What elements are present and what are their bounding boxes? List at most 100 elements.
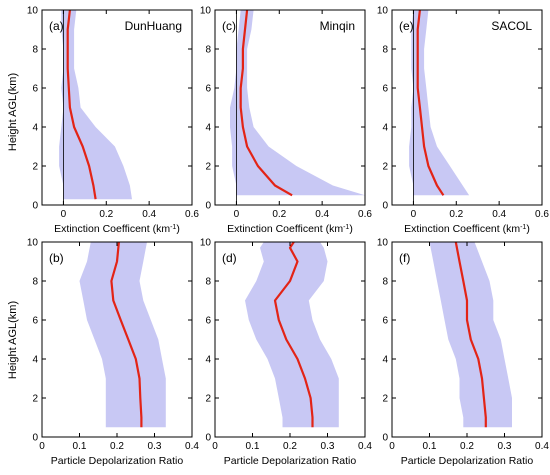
axes-frame-1 [214, 9, 366, 206]
y-tick-label-1-2: 4 [205, 123, 211, 134]
x-tick-label-5-4: 0.4 [535, 441, 549, 452]
std-band-3 [79, 242, 166, 428]
ylabel-top: Height AGL(km) [7, 73, 19, 151]
y-tick-label-1-0: 0 [205, 201, 211, 212]
x-tick-label-1-0: 0 [234, 209, 240, 220]
panel-c: 0 0.2 0.4 0.6 0 2 4 6 8 10 (c) Minqin Extinction Coe… [200, 6, 373, 236]
y-tick-label-2-0: 0 [382, 201, 388, 212]
x-axis-title-3: Particle Depolarization Ratio [51, 455, 184, 467]
x-tick-label-5-1: 0.1 [423, 441, 437, 452]
y-tick-label-2-1: 2 [382, 162, 388, 173]
x-tick-label-1-1: 0.2 [272, 209, 286, 220]
y-tick-label-4-3: 6 [205, 316, 211, 327]
x-axis-title-0: Extinction Coefficent (km-1) [54, 223, 180, 235]
panel-label-5: (f) [399, 251, 410, 265]
mean-profile-line-1 [239, 9, 293, 197]
mean-profile-line-3 [110, 241, 143, 428]
x-tick-label-3-3: 0.3 [148, 441, 162, 452]
x-tick-label-1-3: 0.6 [358, 209, 372, 220]
x-tick-label-3-2: 0.2 [110, 441, 124, 452]
y-tick-label-5-2: 4 [382, 355, 388, 366]
panel-a: 0 0.2 0.4 0.6 0 2 4 6 8 10 (a) DunHuang Extinction C… [27, 6, 200, 236]
y-tick-label-3-0: 0 [32, 433, 38, 444]
y-tick-label-4-2: 4 [205, 355, 211, 366]
panel-label-4: (d) [222, 251, 237, 265]
y-tick-label-5-3: 6 [382, 316, 388, 327]
y-tick-label-2-2: 4 [382, 123, 388, 134]
panel-label-1: (c) [222, 19, 236, 33]
std-band-0 [59, 10, 132, 200]
x-tick-label-2-0: 0 [411, 209, 417, 220]
x-tick-label-5-2: 0.2 [460, 441, 474, 452]
x-tick-label-4-4: 0.4 [358, 441, 372, 452]
x-tick-label-3-4: 0.4 [185, 441, 199, 452]
y-tick-label-1-5: 10 [200, 6, 212, 17]
mean-profile-line-0 [66, 9, 97, 200]
x-axis-title-4: Particle Depolarization Ratio [224, 455, 357, 467]
x-axis-title-5: Particle Depolarization Ratio [401, 455, 534, 467]
y-tick-label-0-5: 10 [27, 6, 39, 17]
x-tick-label-2-1: 0.2 [449, 209, 463, 220]
panel-d: 0 0.1 0.2 0.3 0.4 0 2 4 6 8 10 (d) Particle Depolari… [200, 238, 373, 468]
axes-frame-0 [41, 9, 193, 206]
y-tick-label-4-4: 8 [205, 277, 211, 288]
x-tick-label-2-3: 0.6 [535, 209, 549, 220]
y-tick-label-1-3: 6 [205, 84, 211, 95]
mean-profile-line-5 [454, 241, 487, 428]
y-tick-label-4-0: 0 [205, 433, 211, 444]
panel-b: 0 0.1 0.2 0.3 0.4 0 2 4 6 8 10 (b) Particle Depolari… [27, 238, 200, 468]
std-band-1 [230, 10, 365, 196]
y-tick-label-2-5: 10 [377, 6, 389, 17]
x-tick-label-4-3: 0.3 [321, 441, 335, 452]
x-tick-label-1-2: 0.4 [315, 209, 329, 220]
x-axis-title-1: Extinction Coefficent (km-1) [227, 223, 353, 235]
x-tick-label-4-0: 0 [212, 441, 218, 452]
y-tick-label-5-5: 10 [377, 238, 389, 249]
y-tick-label-3-3: 6 [32, 316, 38, 327]
mean-profile-line-4 [273, 241, 314, 428]
panel-label-0: (a) [49, 19, 64, 33]
panel-label-2: (e) [399, 19, 414, 33]
y-tick-label-0-0: 0 [32, 201, 38, 212]
y-tick-label-1-4: 8 [205, 45, 211, 56]
x-tick-label-4-1: 0.1 [246, 441, 260, 452]
y-tick-label-4-5: 10 [200, 238, 212, 249]
x-tick-label-3-0: 0 [39, 441, 45, 452]
x-tick-label-5-3: 0.3 [498, 441, 512, 452]
y-tick-label-0-1: 2 [32, 162, 38, 173]
y-tick-label-5-0: 0 [382, 433, 388, 444]
y-tick-label-5-1: 2 [382, 394, 388, 405]
x-tick-label-4-2: 0.2 [283, 441, 297, 452]
y-tick-label-2-3: 6 [382, 84, 388, 95]
y-tick-label-0-2: 4 [32, 123, 38, 134]
mean-profile-line-2 [416, 9, 445, 196]
x-tick-label-0-0: 0 [61, 209, 67, 220]
y-tick-label-0-3: 6 [32, 84, 38, 95]
y-tick-label-5-4: 8 [382, 277, 388, 288]
site-name-0: DunHuang [125, 19, 182, 33]
x-tick-label-0-2: 0.4 [142, 209, 156, 220]
y-tick-label-2-4: 8 [382, 45, 388, 56]
axes-frame-2 [391, 9, 543, 206]
y-tick-label-3-2: 4 [32, 355, 38, 366]
y-tick-label-1-1: 2 [205, 162, 211, 173]
std-band-4 [245, 242, 339, 428]
site-name-2: SACOL [491, 19, 532, 33]
y-tick-label-3-1: 2 [32, 394, 38, 405]
ylabel-bottom: Height AGL(km) [7, 301, 19, 379]
y-tick-label-3-5: 10 [27, 238, 39, 249]
panel-label-3: (b) [49, 251, 64, 265]
x-tick-label-0-3: 0.6 [185, 209, 199, 220]
x-tick-label-2-2: 0.4 [492, 209, 506, 220]
x-tick-label-0-1: 0.2 [99, 209, 113, 220]
x-axis-title-2: Extinction Coefficent (km-1) [404, 223, 530, 235]
x-tick-label-3-1: 0.1 [73, 441, 87, 452]
y-tick-label-3-4: 8 [32, 277, 38, 288]
panel-f: 0 0.1 0.2 0.3 0.4 0 2 4 6 8 10 (f) Particle Depolari… [377, 238, 550, 468]
y-tick-label-0-4: 8 [32, 45, 38, 56]
panel-e: 0 0.2 0.4 0.6 0 2 4 6 8 10 (e) SACOL Extinction Coef… [377, 6, 550, 236]
y-tick-label-4-1: 2 [205, 394, 211, 405]
site-name-1: Minqin [320, 19, 355, 33]
x-tick-label-5-0: 0 [389, 441, 395, 452]
